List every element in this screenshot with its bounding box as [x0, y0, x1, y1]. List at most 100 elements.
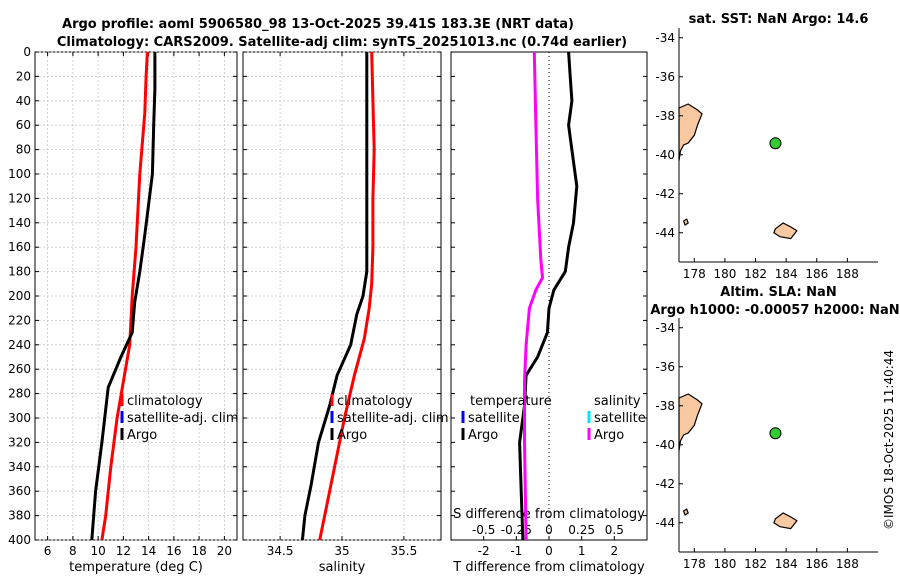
- legend-label: Argo: [594, 428, 624, 443]
- map-y-tick-label: -36: [655, 360, 675, 374]
- x-axis-label: temperature (deg C): [69, 560, 203, 575]
- x-tick-label: 35.5: [391, 544, 418, 558]
- x-tick-label: 8: [69, 544, 77, 558]
- map-y-tick-label: -44: [655, 226, 675, 240]
- series-line-argo: [300, 52, 369, 541]
- y-tick-label: 0: [23, 45, 31, 59]
- map-title: Altim. SLA: NaN: [720, 285, 836, 300]
- land-polygon: [682, 218, 689, 226]
- map-y-tick-label: -36: [655, 70, 675, 84]
- panel-salinity: 34.5 35 35.5 salinity climatology satellite-a…: [242, 51, 449, 575]
- y-tick-label: 240: [8, 338, 31, 352]
- y-tick-label: 20: [16, 69, 31, 83]
- map-y-tick-label: -34: [655, 321, 675, 335]
- map-x-tick-label: 184: [775, 267, 798, 281]
- float-position-marker: [769, 137, 782, 150]
- land-polygon: [773, 222, 798, 240]
- x-tick-label: 20: [217, 544, 232, 558]
- y-tick-label: 120: [8, 191, 31, 205]
- legend-label: climatology: [337, 394, 413, 409]
- map-y-tick-label: -38: [655, 399, 675, 413]
- series-line-s-difference-argo: [523, 51, 544, 541]
- map-y-tick-label: -40: [655, 148, 675, 162]
- map-x-tick-label: 178: [683, 267, 706, 281]
- y-tick-label: 160: [8, 240, 31, 254]
- x-axis-label: T difference from climatology: [452, 560, 645, 575]
- land-polygon: [682, 508, 689, 516]
- x-tick-label: 12: [116, 544, 131, 558]
- legend-label: Argo: [337, 428, 367, 443]
- salinity-tick-label: 0.5: [605, 523, 624, 537]
- map-y-tick-label: -42: [655, 477, 675, 491]
- legend-label: satellite: [594, 411, 646, 426]
- float-position-marker: [769, 427, 782, 440]
- legend-label: satellite: [468, 411, 520, 426]
- map-sst_map: sat. SST: NaN Argo: 14.6 178 180 182 184 186 1…: [655, 12, 878, 281]
- legend-title-temperature: temperature: [470, 394, 552, 409]
- map-x-tick-label: 184: [775, 557, 798, 571]
- y-tick-label: 360: [8, 484, 31, 498]
- salinity-tick-label: 0: [545, 523, 553, 537]
- x-tick-label: 34.5: [267, 544, 294, 558]
- legend-label: Argo: [468, 428, 498, 443]
- y-tick-label: 260: [8, 362, 31, 376]
- y-tick-label: 140: [8, 216, 31, 230]
- x-tick-label: 2: [611, 544, 619, 558]
- series-line-climatology: [318, 51, 376, 541]
- map-x-tick-label: 188: [836, 267, 859, 281]
- map-x-tick-label: 186: [805, 557, 828, 571]
- map-x-tick-label: 182: [744, 557, 767, 571]
- x-tick-label: 6: [44, 544, 52, 558]
- salinity-tick-label: -0.5: [472, 523, 495, 537]
- map-x-tick-label: 186: [805, 267, 828, 281]
- legend-label: climatology: [127, 394, 203, 409]
- y-tick-label: 100: [8, 167, 31, 181]
- x-tick-label: 14: [141, 544, 156, 558]
- y-tick-label: 400: [8, 533, 31, 547]
- panel-difference: -2 -1 0 1 2 T difference from climatology S di…: [450, 51, 648, 575]
- map-y-tick-label: -40: [655, 438, 675, 452]
- x-axis-label: salinity: [319, 560, 366, 575]
- salinity-axis-label: S difference from climatology: [453, 507, 645, 522]
- credit-timestamp: ©IMOS 18-Oct-2025 11:40:44: [882, 350, 896, 530]
- map-y-tick-label: -34: [655, 31, 675, 45]
- legend-title-salinity: salinity: [594, 394, 641, 409]
- y-tick-label: 40: [16, 94, 31, 108]
- y-tick-label: 300: [8, 411, 31, 425]
- series-line-climatology: [100, 51, 149, 541]
- y-tick-label: 340: [8, 460, 31, 474]
- x-tick-label: 10: [90, 544, 105, 558]
- map-x-tick-label: 178: [683, 557, 706, 571]
- map-sla_map: Altim. SLA: NaN Argo h1000: -0.00057 h200…: [650, 285, 899, 571]
- y-tick-label: 200: [8, 289, 31, 303]
- map-x-tick-label: 180: [713, 267, 736, 281]
- y-tick-label: 380: [8, 509, 31, 523]
- panel-temperature: 6 8 10 12 14 16 18 20 temperature (deg C) 0 20 40 60…: [8, 45, 239, 575]
- x-tick-label: 16: [166, 544, 181, 558]
- y-tick-label: 60: [16, 118, 31, 132]
- salinity-tick-label: 0.25: [568, 523, 595, 537]
- map-y-tick-label: -42: [655, 187, 675, 201]
- map-x-tick-label: 180: [713, 557, 736, 571]
- land-polygon: [678, 393, 703, 451]
- x-tick-label: -1: [510, 544, 522, 558]
- map-title: sat. SST: NaN Argo: 14.6: [689, 12, 869, 27]
- map-x-tick-label: 182: [744, 267, 767, 281]
- land-polygon: [678, 103, 703, 161]
- x-tick-label: 35: [334, 544, 349, 558]
- legend-label: satellite-adj. clim: [337, 411, 449, 426]
- land-polygon: [773, 512, 798, 530]
- y-tick-label: 80: [16, 143, 31, 157]
- y-tick-label: 280: [8, 387, 31, 401]
- x-tick-label: -2: [478, 544, 490, 558]
- map-y-tick-label: -38: [655, 109, 675, 123]
- figure-title-line1: Argo profile: aoml 5906580_98 13-Oct-202…: [62, 17, 574, 32]
- y-tick-label: 320: [8, 435, 31, 449]
- x-tick-label: 1: [578, 544, 586, 558]
- x-tick-label: 0: [545, 544, 553, 558]
- figure-title-line2: Climatology: CARS2009. Satellite-adj cli…: [57, 35, 627, 50]
- map-x-tick-label: 188: [836, 557, 859, 571]
- x-tick-label: 18: [191, 544, 206, 558]
